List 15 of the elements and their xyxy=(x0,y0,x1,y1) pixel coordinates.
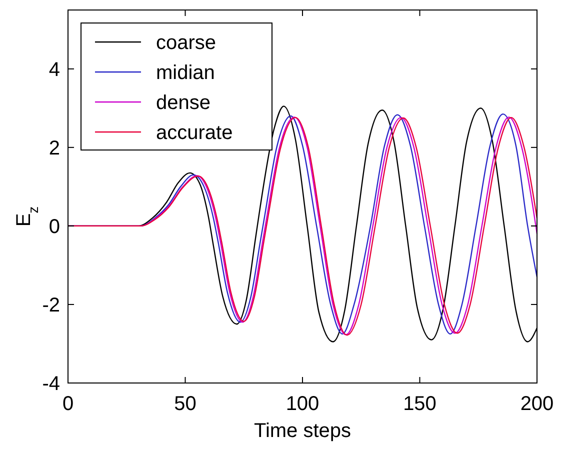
y-tick-label: 2 xyxy=(48,137,60,160)
legend-label: coarse xyxy=(156,32,216,54)
x-tick-label: 100 xyxy=(286,393,320,415)
x-tick-label: 0 xyxy=(62,393,74,415)
legend-label: accurate xyxy=(156,122,233,144)
y-tick-label: 4 xyxy=(48,58,60,81)
y-tick-label: -4 xyxy=(42,373,60,395)
x-tick-label: 150 xyxy=(403,393,436,415)
legend-label: dense xyxy=(156,92,210,114)
x-tick-label: 200 xyxy=(520,393,554,415)
y-tick-label: -2 xyxy=(42,294,60,316)
x-axis-title: Time steps xyxy=(254,420,352,442)
x-tick-label: 50 xyxy=(174,393,196,415)
y-tick-label: 0 xyxy=(48,216,60,238)
legend-label: midian xyxy=(156,62,215,84)
